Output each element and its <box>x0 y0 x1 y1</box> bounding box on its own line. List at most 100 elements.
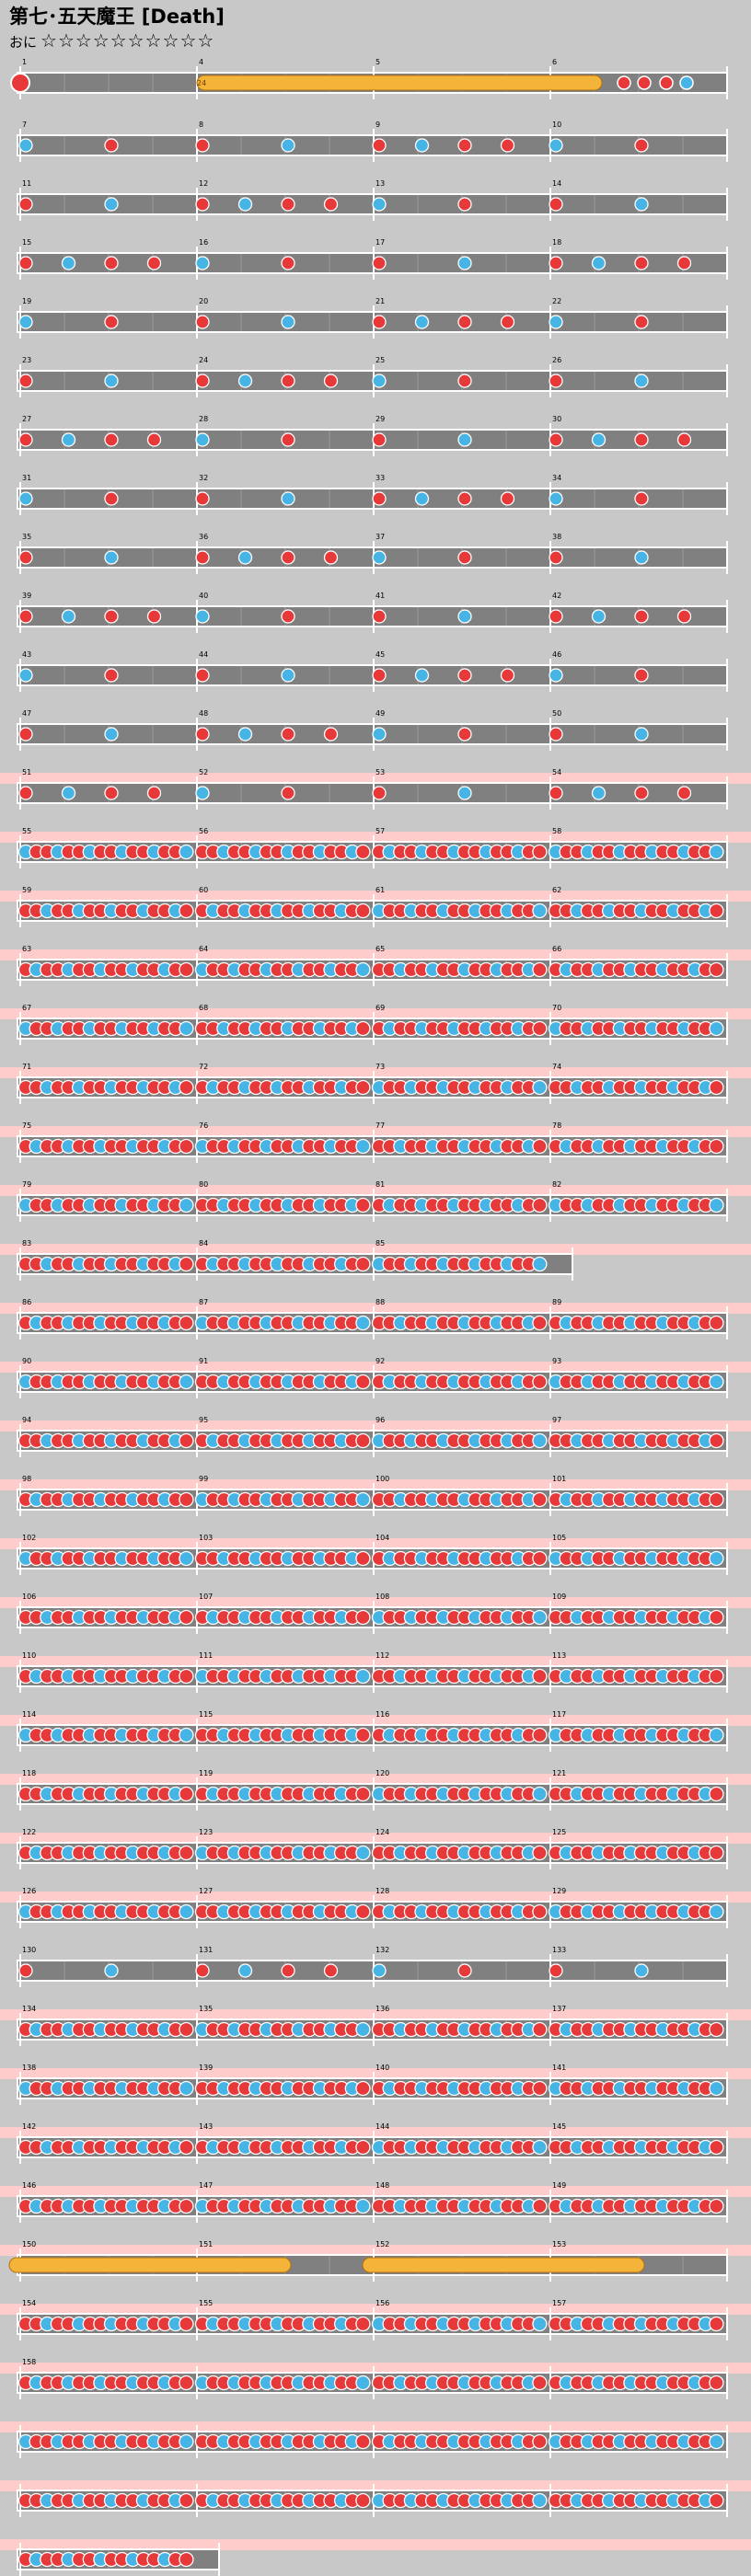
measure-number: 70 <box>552 1004 561 1012</box>
don-note <box>179 2198 194 2214</box>
don-note <box>179 1138 194 1155</box>
measure-number: 97 <box>552 1416 561 1424</box>
don-note <box>709 1315 724 1331</box>
don-note <box>709 1432 724 1449</box>
measure-number: 130 <box>22 1946 36 1954</box>
measure-number: 108 <box>376 1593 389 1601</box>
ka-note <box>179 1020 194 1037</box>
measure-number: 66 <box>552 945 561 953</box>
ka-note <box>549 668 563 683</box>
ka-note <box>372 1963 387 1978</box>
don-note <box>179 1256 194 1272</box>
don-note <box>634 256 649 270</box>
don-note <box>281 550 295 565</box>
ka-note <box>591 786 607 800</box>
ka-note <box>457 432 472 447</box>
ka-note <box>104 374 119 388</box>
don-note <box>195 374 210 388</box>
measure-number: 95 <box>199 1416 208 1424</box>
don-note <box>179 1079 194 1096</box>
don-note <box>355 1020 371 1037</box>
don-note <box>179 1845 194 1861</box>
don-note <box>372 609 387 624</box>
don-note <box>179 1432 194 1449</box>
measure-number: 27 <box>22 415 31 423</box>
measure-number: 64 <box>199 945 208 953</box>
don-note <box>709 1138 724 1155</box>
don-note <box>676 609 692 624</box>
don-note <box>179 1786 194 1802</box>
gogo-band <box>0 1008 751 1019</box>
measure-number: 67 <box>22 1004 31 1012</box>
measure-number: 59 <box>22 886 31 894</box>
don-note <box>146 256 162 270</box>
ka-note <box>104 1963 119 1978</box>
don-note <box>372 256 387 270</box>
don-note <box>709 1609 724 1626</box>
measure-number: 25 <box>376 356 385 364</box>
gogo-band <box>0 1597 751 1608</box>
don-note <box>179 1609 194 1626</box>
don-note <box>676 256 692 270</box>
measure-number: 104 <box>376 1534 389 1542</box>
don-note <box>532 2021 548 2038</box>
gogo-band <box>0 2245 751 2256</box>
measure-number: 46 <box>552 650 561 659</box>
measure-number: 111 <box>199 1651 213 1660</box>
don-note <box>532 1845 548 1861</box>
gogo-band <box>0 2127 751 2138</box>
don-note <box>709 2139 724 2156</box>
don-note <box>355 1256 371 1272</box>
measure-number: 86 <box>22 1298 31 1306</box>
ka-note <box>709 844 724 860</box>
don-note <box>195 138 210 153</box>
ka-note <box>591 609 607 624</box>
gogo-band <box>0 1892 751 1903</box>
ka-note <box>179 1197 194 1213</box>
roll-note <box>8 2257 292 2273</box>
don-note <box>709 2021 724 2038</box>
measure-number: 120 <box>376 1769 389 1777</box>
don-note <box>355 1550 371 1567</box>
ka-note <box>355 2198 371 2214</box>
measure-number: 139 <box>199 2064 213 2072</box>
measure-number: 79 <box>22 1180 31 1189</box>
measure-number: 140 <box>376 2064 389 2072</box>
measure-number: 84 <box>199 1239 208 1248</box>
don-note <box>372 432 387 447</box>
don-note <box>372 491 387 506</box>
measure-number: 36 <box>199 533 208 541</box>
don-note <box>500 668 515 683</box>
ka-note <box>414 315 430 329</box>
ka-note <box>709 2080 724 2097</box>
don-note <box>659 75 674 90</box>
don-note <box>281 727 295 742</box>
measure-number: 129 <box>552 1887 566 1895</box>
don-note <box>457 138 472 153</box>
don-note <box>532 1197 548 1213</box>
ka-note <box>532 2316 548 2332</box>
ka-note <box>18 138 33 153</box>
measure-number: 141 <box>552 2064 566 2072</box>
don-note <box>709 2316 724 2332</box>
roll-note <box>362 2257 645 2273</box>
measure-number: 72 <box>199 1063 208 1071</box>
gogo-band <box>0 832 751 843</box>
measure-number: 40 <box>199 592 208 600</box>
don-note <box>355 1432 371 1449</box>
measure-number: 135 <box>199 2005 213 2013</box>
don-note <box>179 903 194 919</box>
measure-number: 82 <box>552 1180 561 1189</box>
measure-number: 49 <box>376 709 385 718</box>
measure-number: 89 <box>552 1298 561 1306</box>
ka-note <box>414 668 430 683</box>
measure-number: 92 <box>376 1357 385 1365</box>
ka-note <box>61 432 76 447</box>
don-note <box>532 1374 548 1390</box>
measure-number: 110 <box>22 1651 36 1660</box>
measure-number: 107 <box>199 1593 213 1601</box>
measure-number: 131 <box>199 1946 213 1954</box>
don-note <box>532 1020 548 1037</box>
don-note <box>281 256 295 270</box>
measure-number: 90 <box>22 1357 31 1365</box>
